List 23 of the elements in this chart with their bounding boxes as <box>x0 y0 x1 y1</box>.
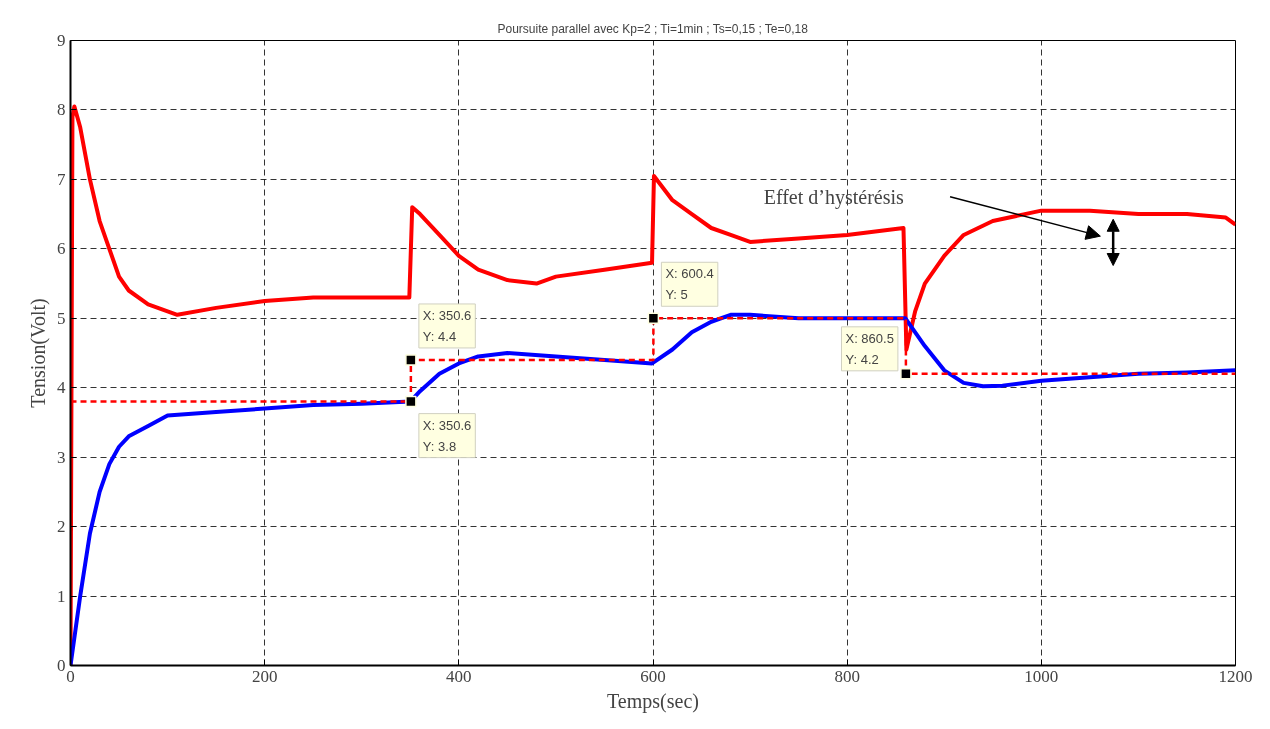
x-tick-label: 1000 <box>1024 666 1059 686</box>
y-tick-label: 3 <box>57 447 66 467</box>
x-tick-label: 1200 <box>1218 666 1253 686</box>
y-axis-title: Tension(Volt) <box>27 298 50 408</box>
y-tick-label: 7 <box>57 169 66 189</box>
y-tick-label: 5 <box>57 308 66 328</box>
x-tick-label: 400 <box>446 666 472 686</box>
y-tick-label: 2 <box>57 517 66 537</box>
annotation: X: 860.5 Y: 4.2 <box>845 330 894 367</box>
y-tick-label: 8 <box>57 100 66 120</box>
y-tick-label: 1 <box>57 586 66 606</box>
y-tick-label: 4 <box>57 378 66 398</box>
y-tick-label: 9 <box>57 31 66 50</box>
chart-title: Poursuite parallel avec Kp=2 ; Ti=1min ; Ts=0,15 ; Te=0,18 <box>497 21 809 36</box>
annotation: X: 350.6 Y: 3.8 <box>422 417 472 454</box>
annotation: X: 350.6 Y: 4.4 <box>422 307 472 344</box>
annotation: Effet d’hystérésis <box>763 185 905 209</box>
y-tick-label: 6 <box>57 239 66 259</box>
annotation: X: 600.4 Y: 5 <box>665 266 714 303</box>
x-tick-label: 200 <box>251 666 278 686</box>
x-axis-title: Temps(sec) <box>607 689 699 713</box>
x-tick-label: 800 <box>834 666 860 686</box>
x-tick-label: 600 <box>640 666 666 686</box>
